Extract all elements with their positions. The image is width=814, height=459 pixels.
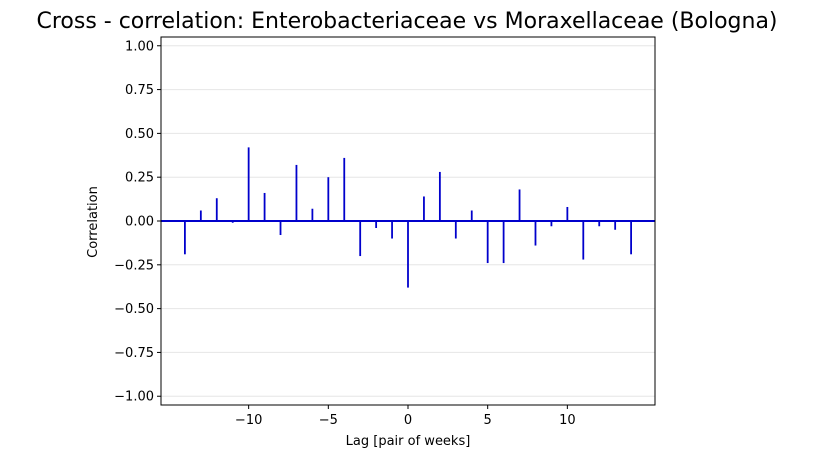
x-tick-label: −5 <box>319 413 338 428</box>
chart-title: Cross - correlation: Enterobacteriaceae … <box>36 9 777 34</box>
y-tick-label: 1.00 <box>125 39 154 54</box>
y-axis-ticks: −1.00 −0.75 −0.50 −0.25 0.00 0.25 0.50 0.75 1.00 <box>114 39 161 405</box>
x-axis-ticks: −10 −5 0 5 10 <box>235 405 576 428</box>
x-axis-label: Lag [pair of weeks] <box>346 434 471 449</box>
x-tick-label: 10 <box>559 413 576 428</box>
y-tick-label: 0.50 <box>125 127 154 142</box>
y-tick-label: 0.25 <box>125 171 154 186</box>
y-tick-label: −0.50 <box>114 302 154 317</box>
y-tick-label: −0.75 <box>114 346 154 361</box>
y-axis-label: Correlation <box>86 186 101 258</box>
x-tick-label: 5 <box>484 413 492 428</box>
y-tick-label: −0.25 <box>114 258 154 273</box>
correlation-bars <box>184 147 632 288</box>
y-tick-label: 0.75 <box>125 83 154 98</box>
y-tick-label: −1.00 <box>114 390 154 405</box>
y-tick-label: 0.00 <box>125 215 154 230</box>
x-tick-label: 0 <box>404 413 412 428</box>
x-tick-label: −10 <box>235 413 262 428</box>
